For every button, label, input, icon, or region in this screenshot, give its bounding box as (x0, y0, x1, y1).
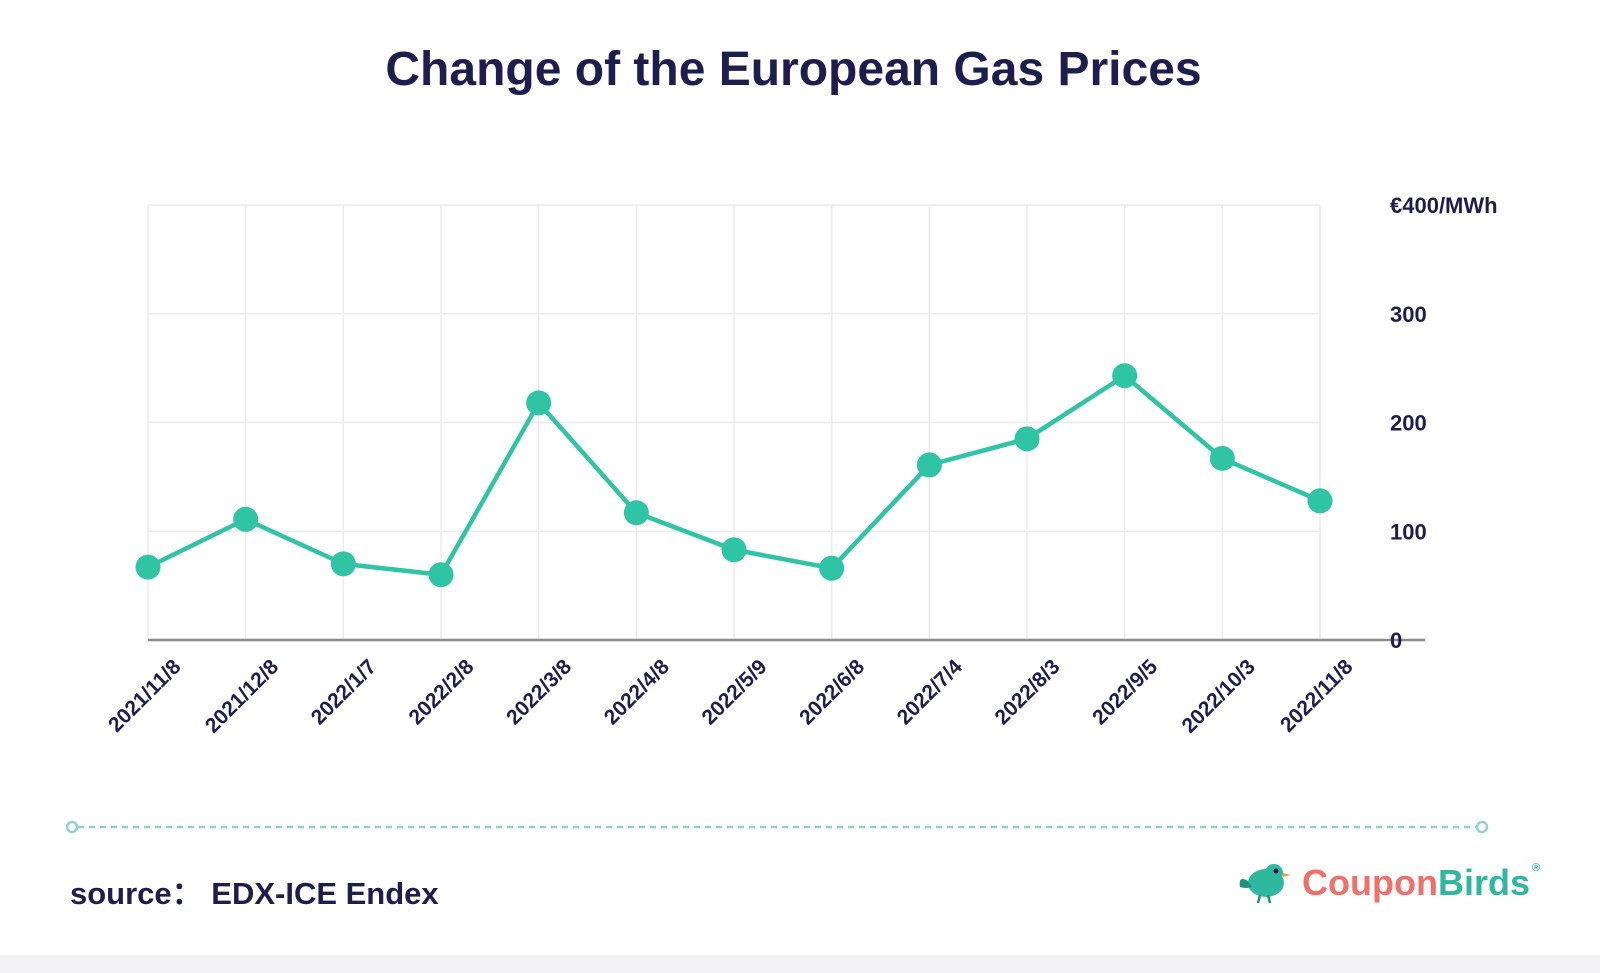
series-points (135, 363, 1333, 588)
data-point (916, 452, 942, 478)
x-tick-labels: 2021/11/8 2021/12/8 2022/1/7 2022/2/8 2022/3… (104, 655, 1358, 738)
couponbirds-logo[interactable]: CouponBirds ® (1238, 858, 1540, 908)
data-point (1209, 445, 1235, 471)
x-tick-label: 2022/10/3 (1178, 655, 1260, 737)
y-tick-label: 0 (1390, 628, 1402, 653)
x-tick-label: 2022/9/5 (1088, 655, 1162, 729)
bird-icon (1239, 864, 1291, 904)
x-tick-label: 2022/3/8 (502, 655, 576, 729)
chart-title: Change of the European Gas Prices (385, 43, 1202, 96)
data-point (233, 506, 259, 532)
x-tick-label: 2022/1/7 (307, 655, 381, 729)
x-tick-label: 2022/7/4 (893, 655, 967, 729)
x-tick-label: 2021/12/8 (201, 655, 284, 738)
source-note: source： EDX-ICE Endex (70, 876, 439, 911)
divider-endpoint (65, 820, 79, 834)
data-point (721, 537, 747, 563)
footer-divider (65, 820, 1489, 834)
data-point (1014, 426, 1040, 452)
registered-mark: ® (1531, 862, 1541, 874)
y-tick-label: 300 (1390, 302, 1427, 327)
x-tick-label: 2022/4/8 (600, 655, 674, 729)
data-point (428, 562, 454, 588)
grid-lines (147, 204, 1321, 640)
data-point (623, 500, 649, 526)
data-point (526, 390, 552, 416)
logo-wordmark: CouponBirds ® (1302, 862, 1540, 904)
data-point (1307, 488, 1333, 514)
x-tick-label: 2022/2/8 (404, 655, 478, 729)
data-point (819, 555, 845, 581)
bottom-band (0, 955, 1600, 973)
data-point (1112, 363, 1138, 389)
y-tick-label: 200 (1390, 411, 1427, 436)
y-tick-labels: 0 100 200 300 €400/MWh (1390, 193, 1498, 653)
logo-coupon-text: Coupon (1302, 862, 1438, 903)
y-tick-label: €400/MWh (1390, 193, 1498, 218)
y-tick-label: 100 (1390, 519, 1427, 544)
x-tick-label: 2022/11/8 (1276, 655, 1358, 737)
divider-endpoint (1475, 820, 1489, 834)
data-point (135, 554, 161, 580)
x-tick-label: 2021/11/8 (104, 655, 186, 737)
x-tick-label: 2022/8/3 (990, 655, 1064, 729)
x-tick-label: 2022/6/8 (795, 655, 869, 729)
x-tick-label: 2022/5/9 (697, 655, 771, 729)
data-point (330, 551, 356, 577)
logo-birds-text: Birds (1437, 862, 1530, 903)
